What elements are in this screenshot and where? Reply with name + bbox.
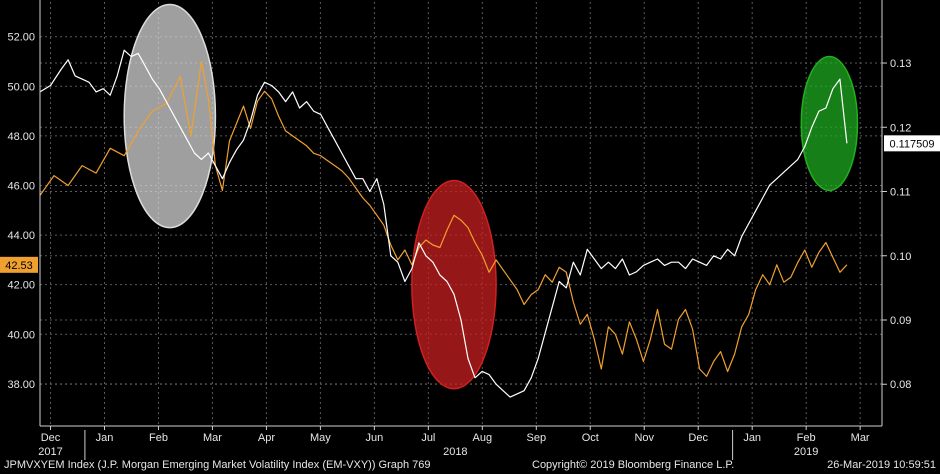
year-label: 2017 <box>38 446 62 458</box>
month-label: Feb <box>149 432 168 444</box>
month-label: Jul <box>421 432 435 444</box>
white-series-line <box>39 49 848 398</box>
right-last-value-tag <box>884 135 940 152</box>
footer-copyright: Copyright© 2019 Bloomberg Finance L.P. <box>532 459 735 471</box>
em-vxy-line <box>39 60 848 377</box>
left-tick-label: 46.00 <box>7 180 35 192</box>
month-label: Sep <box>527 432 547 444</box>
month-label: Jun <box>365 432 383 444</box>
month-label: Jan <box>96 432 114 444</box>
left-tick-label: 50.00 <box>7 81 35 93</box>
highlight-ellipse <box>411 179 497 390</box>
right-tick-label: 0.13 <box>890 58 911 70</box>
left-last-value-label: 42.53 <box>5 260 33 272</box>
footer: JPMVXYEM Index (J.P. Morgan Emerging Mar… <box>0 456 940 474</box>
left-last-value-tag <box>0 256 38 273</box>
highlight-ellipse <box>800 55 859 192</box>
month-label: Dec <box>41 432 61 444</box>
right-tick-label: 0.11 <box>890 187 911 199</box>
month-label: Apr <box>258 432 275 444</box>
month-label: May <box>310 432 331 444</box>
right-tick-label: 0.12 <box>890 122 911 134</box>
left-tick-label: 40.00 <box>7 329 35 341</box>
right-tick-label: 0.09 <box>890 315 911 327</box>
month-label: Nov <box>634 432 654 444</box>
year-label: 2018 <box>443 446 467 458</box>
month-label: Jan <box>743 432 761 444</box>
annotations <box>123 3 859 390</box>
right-last-value-label: 0.117509 <box>889 138 934 150</box>
month-label: Mar <box>851 432 870 444</box>
right-tick-label: 0.08 <box>890 379 911 391</box>
left-tick-label: 42.00 <box>7 280 35 292</box>
month-label: Mar <box>203 432 222 444</box>
tick-labels: 52.00 50.00 48.00 46.00 44.00 42.00 40.00 38.00… <box>0 32 940 458</box>
right-tick-label: 0.10 <box>890 251 911 263</box>
series-lines <box>39 49 848 398</box>
left-tick-label: 52.00 <box>7 32 35 44</box>
highlight-ellipse <box>123 3 217 229</box>
month-label: Oct <box>582 432 599 444</box>
month-label: Aug <box>473 432 493 444</box>
axes <box>39 0 887 460</box>
left-tick-label: 38.00 <box>7 379 35 391</box>
footer-timestamp: 26-Mar-2019 10:59:51 <box>827 459 936 471</box>
left-tick-label: 48.00 <box>7 131 35 143</box>
month-label: Dec <box>688 432 708 444</box>
footer-index-description: JPMVXYEM Index (J.P. Morgan Emerging Mar… <box>4 459 431 471</box>
month-label: Feb <box>797 432 816 444</box>
year-label: 2019 <box>794 446 818 458</box>
left-tick-label: 44.00 <box>7 230 35 242</box>
